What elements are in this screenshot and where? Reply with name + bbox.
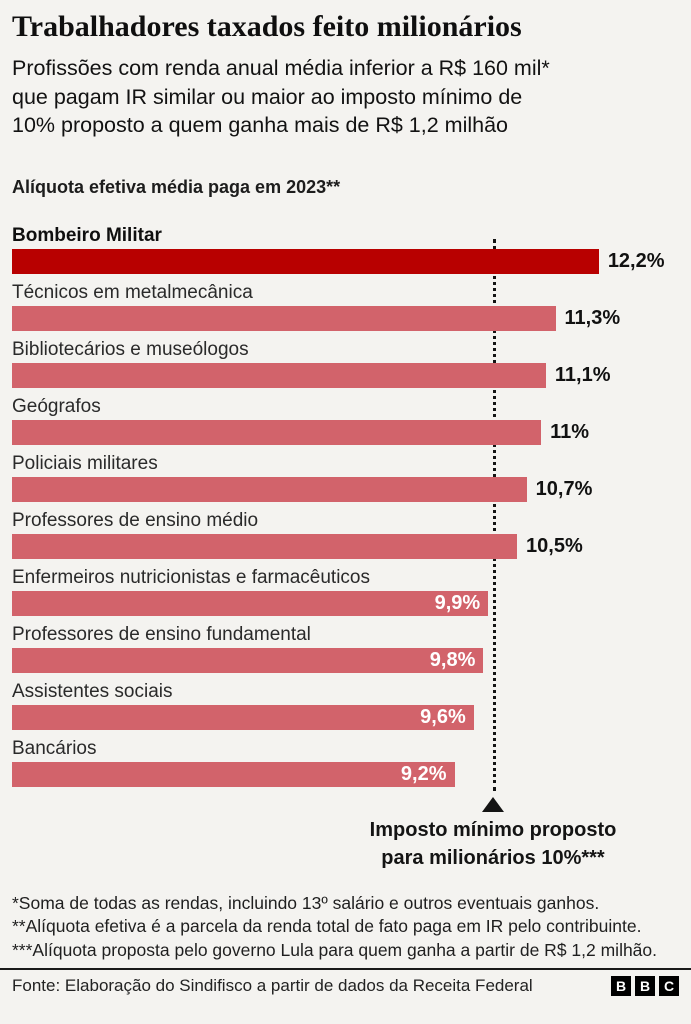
reference-line — [493, 238, 496, 791]
reference-label-line-1: Imposto mínimo proposto — [369, 818, 617, 841]
bar-label: Geógrafos — [12, 395, 101, 417]
bar-line: 12,2% — [12, 248, 679, 274]
bar: 9,2% — [12, 761, 455, 787]
bar: 9,6% — [12, 704, 474, 730]
bar-line: 11% — [12, 419, 679, 445]
bar-value: 9,6% — [420, 705, 466, 728]
bar — [12, 476, 527, 502]
bbc-logo-letter: B — [635, 976, 655, 996]
bar-value: 11% — [550, 420, 590, 443]
subtitle-line-2: que pagam IR similar ou maior ao imposto… — [12, 84, 523, 109]
bar — [12, 305, 556, 331]
bar-label: Bibliotecários e museólogos — [12, 338, 249, 360]
bar — [12, 362, 546, 388]
bar-label: Professores de ensino médio — [12, 509, 259, 531]
footer-divider — [0, 968, 691, 970]
chart-row: Professores de ensino fundamental 9,8% — [12, 623, 679, 673]
bar-label: Professores de ensino fundamental — [12, 623, 311, 645]
chart-row: Enfermeiros nutricionistas e farmacêutic… — [12, 566, 679, 616]
bar-label: Enfermeiros nutricionistas e farmacêutic… — [12, 566, 370, 588]
bar — [12, 419, 542, 445]
bar-line: 9,8% — [12, 647, 679, 673]
subtitle-line-3: 10% proposto a quem ganha mais de R$ 1,2… — [12, 113, 509, 137]
bbc-logo-letter: B — [611, 976, 631, 996]
bar-label: Bancários — [12, 737, 97, 759]
bar-label: Técnicos em metalmecânica — [12, 281, 253, 303]
bar-value: 9,8% — [429, 648, 476, 671]
subtitle-line-1: Profissões com renda anual média inferio… — [12, 56, 550, 80]
chart-row: Bancários 9,2% — [12, 737, 679, 787]
bar-line: 9,9% — [12, 590, 679, 616]
arrow-up-icon — [482, 796, 504, 812]
bar: 9,8% — [12, 647, 484, 673]
reference-label-line-2: para milionários 10%*** — [381, 846, 605, 869]
bar-line: 9,2% — [12, 761, 679, 787]
chart-title: Alíquota efetiva média paga em 2023** — [12, 176, 341, 197]
bar-line: 9,6% — [12, 704, 679, 730]
bbc-logo: B B C — [611, 976, 679, 996]
chart-row: Professores de ensino médio 10,5% — [12, 509, 679, 559]
infographic: Trabalhadores taxados feito milionários … — [0, 10, 691, 996]
source-text: Fonte: Elaboração do Sindifisco a partir… — [12, 976, 533, 995]
chart-row: Assistentes sociais 9,6% — [12, 680, 679, 730]
bar-rows: Bombeiro Militar 12,2% Técnicos em metalme… — [12, 224, 679, 787]
chart-row: Técnicos em metalmecânica 11,3% — [12, 281, 679, 331]
bar-value: 11,1% — [554, 363, 611, 386]
chart-row: Geógrafos 11% — [12, 395, 679, 445]
reference-annotation: Imposto mínimo proposto para milionários… — [12, 794, 679, 878]
bar-chart: Bombeiro Militar 12,2% Técnicos em metalme… — [12, 224, 679, 878]
bar-line: 10,7% — [12, 476, 679, 502]
chart-row: Policiais militares 10,7% — [12, 452, 679, 502]
reference-label: Imposto mínimo proposto para milionários… — [370, 816, 617, 872]
bar-value: 10,5% — [526, 534, 583, 557]
bar-label: Bombeiro Militar — [12, 224, 162, 246]
bar-line: 10,5% — [12, 533, 679, 559]
bar-value: 10,7% — [535, 477, 593, 500]
page-title: Trabalhadores taxados feito milionários — [12, 10, 522, 43]
bar-value: 11,3% — [564, 306, 621, 329]
bar-line: 11,1% — [12, 362, 679, 388]
footnote: *Soma de todas as rendas, incluindo 13º … — [12, 892, 658, 960]
bar — [12, 533, 518, 559]
bar-label: Assistentes sociais — [12, 680, 173, 702]
bar-line: 11,3% — [12, 305, 679, 331]
bar-value: 9,9% — [434, 591, 481, 614]
bbc-logo-letter: C — [659, 976, 679, 996]
chart-row: Bibliotecários e museólogos 11,1% — [12, 338, 679, 388]
footer: Fonte: Elaboração do Sindifisco a partir… — [12, 970, 679, 996]
chart-row: Bombeiro Militar 12,2% — [12, 224, 679, 274]
bar-value: 9,2% — [400, 762, 447, 785]
bar: 9,9% — [12, 590, 489, 616]
bar-value: 12,2% — [607, 249, 665, 272]
subtitle: Profissões com renda anual média inferio… — [12, 54, 679, 140]
bar — [12, 248, 599, 274]
bar-label: Policiais militares — [12, 452, 158, 474]
